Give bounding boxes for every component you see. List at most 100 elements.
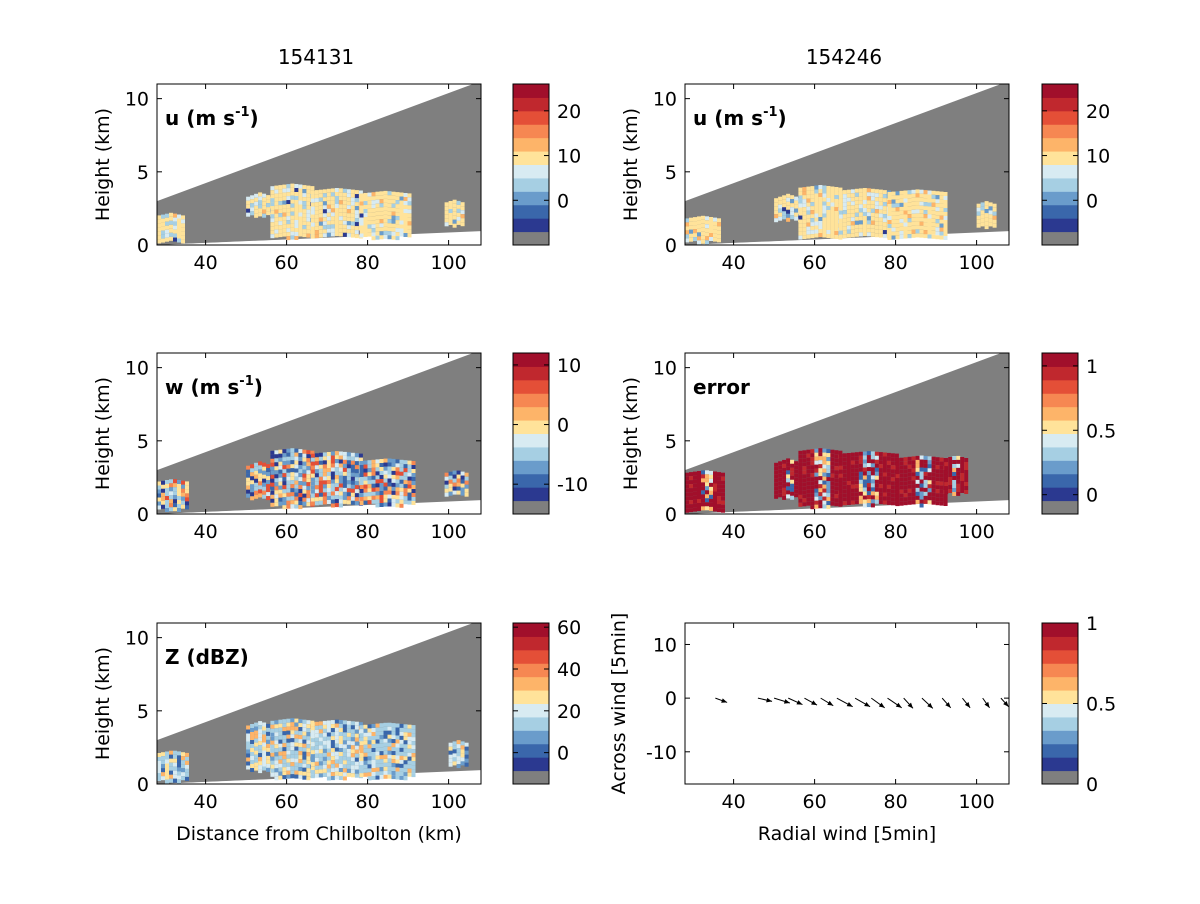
echo-cell [165, 221, 169, 226]
echo-cell [395, 483, 400, 488]
echo-cell [923, 226, 928, 231]
y-axis-label: Height (km) [92, 108, 114, 221]
echo-cell [310, 450, 315, 455]
echo-cell [330, 475, 335, 480]
echo-cell [326, 220, 331, 225]
echo-cell [456, 748, 461, 753]
echo-cell [705, 470, 709, 475]
echo-cell [911, 472, 916, 477]
echo-cell [782, 203, 787, 208]
echo-cell [798, 454, 803, 459]
echo-cell [895, 474, 900, 479]
echo-cell [302, 477, 307, 482]
echo-cell [334, 743, 339, 748]
panel-label: u (m s-1) [693, 105, 787, 130]
echo-cell [826, 226, 831, 230]
colorbar-band [513, 703, 549, 718]
colorbar-band [1042, 743, 1078, 758]
echo-cell [346, 189, 351, 194]
echo-cell [391, 775, 396, 780]
echo-cell [935, 215, 940, 220]
echo-cell [814, 209, 819, 214]
echo-cell [254, 462, 259, 467]
y-tick-label: -10 [646, 742, 677, 764]
echo-cell [870, 487, 875, 492]
echo-cell [870, 475, 875, 480]
echo-cell [274, 502, 279, 507]
echo-cell [943, 196, 948, 200]
echo-cell [181, 764, 185, 769]
y-tick-label: 0 [665, 235, 677, 257]
echo-cell [911, 500, 916, 505]
echo-cell [891, 227, 896, 232]
echo-cell [161, 214, 165, 219]
echo-cell [367, 472, 372, 477]
echo-cell [330, 740, 335, 745]
echo-cell [960, 481, 965, 485]
echo-cell [338, 451, 343, 456]
echo-cell [798, 207, 803, 212]
echo-cell [290, 195, 295, 200]
echo-cell [350, 480, 355, 485]
echo-cell [318, 472, 323, 477]
echo-cell [322, 189, 327, 194]
echo-cell [383, 214, 388, 219]
echo-cell [338, 760, 343, 764]
echo-cell [882, 210, 887, 215]
echo-cell [330, 220, 335, 225]
y-tick-label: 10 [653, 89, 677, 111]
echo-cell [709, 506, 713, 511]
echo-cell [818, 452, 823, 457]
echo-cell [802, 235, 807, 240]
colorbar-band [1042, 393, 1078, 408]
echo-cell [334, 208, 339, 212]
echo-cell [371, 768, 376, 772]
echo-cell [282, 775, 287, 780]
echo-cell [935, 199, 940, 204]
echo-cell [274, 752, 279, 757]
echo-cell [334, 196, 339, 200]
echo-cell [314, 485, 319, 490]
echo-cell [278, 731, 283, 736]
echo-cell [342, 772, 347, 777]
colorbar-band [1042, 500, 1078, 515]
echo-cell [850, 468, 855, 473]
echo-cell [161, 776, 165, 781]
echo-cell [326, 208, 331, 213]
echo-cell [294, 762, 299, 767]
echo-cell [915, 491, 920, 496]
echo-cell [693, 225, 697, 230]
echo-cell [359, 193, 364, 198]
echo-cell [177, 775, 181, 780]
echo-cell [834, 470, 839, 475]
echo-cell [157, 777, 161, 781]
echo-cell [948, 457, 953, 461]
echo-cell [899, 501, 904, 506]
echo-cell [278, 501, 283, 506]
y-tick-label: 10 [125, 358, 149, 380]
echo-cell [290, 754, 295, 759]
echo-cell [838, 497, 843, 502]
echo-cell [270, 486, 275, 491]
echo-cell [290, 476, 295, 481]
echo-cell [689, 488, 693, 493]
echo-cell [326, 216, 331, 221]
echo-cell [774, 214, 779, 219]
echo-cell [984, 205, 989, 210]
echo-cell [173, 217, 177, 222]
echo-cell [931, 480, 936, 485]
echo-cell [383, 722, 388, 727]
echo-cell [258, 757, 263, 762]
echo-cell [705, 482, 709, 487]
echo-cell [407, 460, 412, 465]
echo-cell [915, 467, 920, 472]
echo-cell [177, 779, 181, 784]
panel-label-text: error [693, 375, 750, 399]
echo-cell [870, 467, 875, 472]
echo-cell [306, 486, 311, 491]
echo-cell [306, 458, 311, 463]
echo-cell [395, 731, 400, 736]
echo-cell [854, 460, 859, 465]
echo-cell [874, 209, 879, 214]
echo-cell [444, 206, 449, 211]
